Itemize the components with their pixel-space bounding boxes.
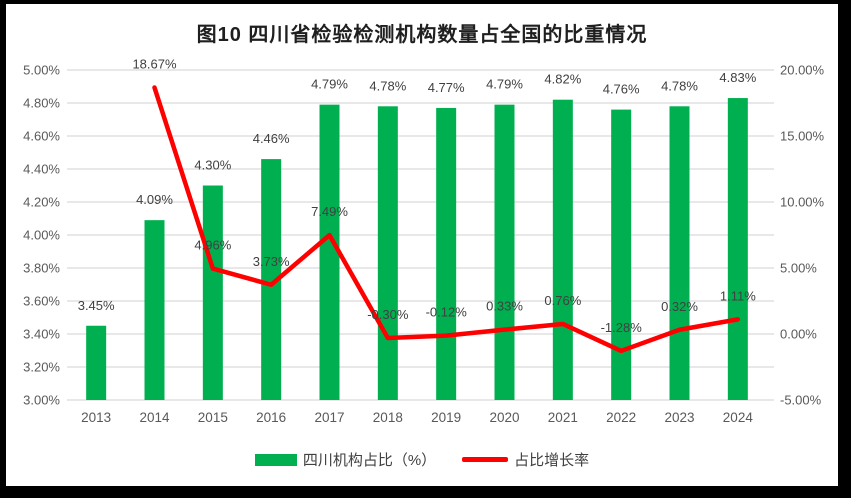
left-axis-tick-label: 3.60%: [23, 294, 60, 309]
bar-2018: [377, 106, 398, 401]
bar-2014: [144, 220, 165, 400]
x-axis-year-label: 2022: [606, 410, 636, 425]
right-axis-tick-label: -5.00%: [780, 393, 822, 408]
chart-legend: 四川机构占比（%） 占比增长率: [6, 449, 838, 470]
line-data-label: -0.30%: [367, 307, 409, 322]
line-data-label: 4.96%: [194, 238, 231, 253]
line-data-label: 1.11%: [720, 288, 756, 303]
bar-data-label: 3.45%: [78, 298, 115, 313]
left-axis-tick-label: 4.20%: [23, 195, 60, 210]
x-axis-year-label: 2015: [198, 410, 228, 425]
line-data-label: 3.73%: [253, 254, 290, 269]
growth-rate-line: [152, 85, 741, 354]
bar-2019: [436, 107, 457, 400]
bar-data-label: 4.78%: [661, 78, 698, 93]
right-axis-tick-label: 15.00%: [780, 129, 825, 144]
bar-data-label: 4.77%: [428, 80, 465, 95]
bar-2016: [261, 159, 282, 400]
line-data-label: 0.33%: [486, 299, 523, 314]
bar-data-label: 4.83%: [719, 70, 756, 85]
left-axis-tick-label: 4.00%: [23, 228, 60, 243]
left-axis-tick-label: 3.80%: [23, 261, 60, 276]
bar-data-label: 4.82%: [544, 72, 581, 87]
right-axis-tick-label: 5.00%: [780, 261, 817, 276]
line-data-label: -0.12%: [426, 305, 468, 320]
bar-2024: [727, 98, 748, 401]
bar-2021: [552, 99, 573, 400]
bar-data-label: 4.76%: [603, 82, 640, 97]
bar-series-swatch-icon: [254, 453, 297, 466]
bar-2017: [319, 104, 340, 401]
bar-data-label: 4.46%: [253, 131, 290, 146]
line-data-label: 18.67%: [132, 57, 177, 72]
chart-title: 图10 四川省检验检测机构数量占全国的比重情况: [196, 24, 648, 46]
x-axis-year-label: 2019: [431, 410, 461, 425]
line-series-label: 占比增长率: [514, 452, 590, 469]
left-axis-tick-label: 3.40%: [23, 327, 60, 342]
x-axis-year-label: 2014: [139, 410, 170, 425]
left-axis-tick-label: 3.00%: [23, 393, 60, 408]
bar-data-label: 4.30%: [194, 158, 231, 173]
x-axis-year-label: 2023: [664, 410, 694, 425]
legend-item-sichuan-share: 四川机构占比（%）: [254, 449, 437, 470]
bar-2020: [494, 104, 515, 401]
line-data-label: -1.28%: [601, 320, 643, 335]
x-axis-year-label: 2020: [489, 410, 519, 425]
bar-2023: [669, 106, 690, 401]
bar-data-label: 4.78%: [369, 78, 406, 93]
line-series-swatch-icon: [462, 457, 509, 462]
left-axis-tick-label: 4.40%: [23, 162, 60, 177]
legend-item-growth-rate: 占比增长率: [462, 449, 589, 470]
bar-2022: [611, 109, 632, 400]
bar-data-label: 4.79%: [486, 77, 523, 92]
bar-series-label: 四川机构占比（%）: [302, 452, 437, 469]
right-axis-tick-label: 0.00%: [780, 327, 817, 342]
x-axis-year-label: 2024: [723, 410, 754, 425]
line-data-label: 7.49%: [311, 204, 348, 219]
chart-frame: 图10 四川省检验检测机构数量占全国的比重情况 5.00% 4.80% 4.60% 4…: [6, 4, 838, 486]
left-axis-tick-label: 5.00%: [23, 63, 60, 78]
bar-data-label: 4.79%: [311, 77, 348, 92]
x-axis-year-label: 2013: [81, 410, 111, 425]
x-axis-year-label: 2017: [314, 410, 344, 425]
right-axis-tick-label: 10.00%: [780, 195, 825, 210]
bar-data-label: 4.09%: [136, 192, 173, 207]
bar-2013: [86, 325, 107, 400]
left-axis-tick-label: 3.20%: [23, 360, 60, 375]
line-data-label: 0.32%: [661, 299, 698, 314]
bar-2015: [202, 185, 223, 400]
right-axis-tick-label: 20.00%: [780, 63, 825, 78]
left-axis-tick-label: 4.60%: [23, 129, 60, 144]
x-axis-year-label: 2016: [256, 410, 286, 425]
x-axis-year-label: 2021: [548, 410, 578, 425]
line-data-label: 0.76%: [544, 293, 581, 308]
left-axis-tick-label: 4.80%: [23, 96, 60, 111]
x-axis-year-label: 2018: [373, 410, 403, 425]
